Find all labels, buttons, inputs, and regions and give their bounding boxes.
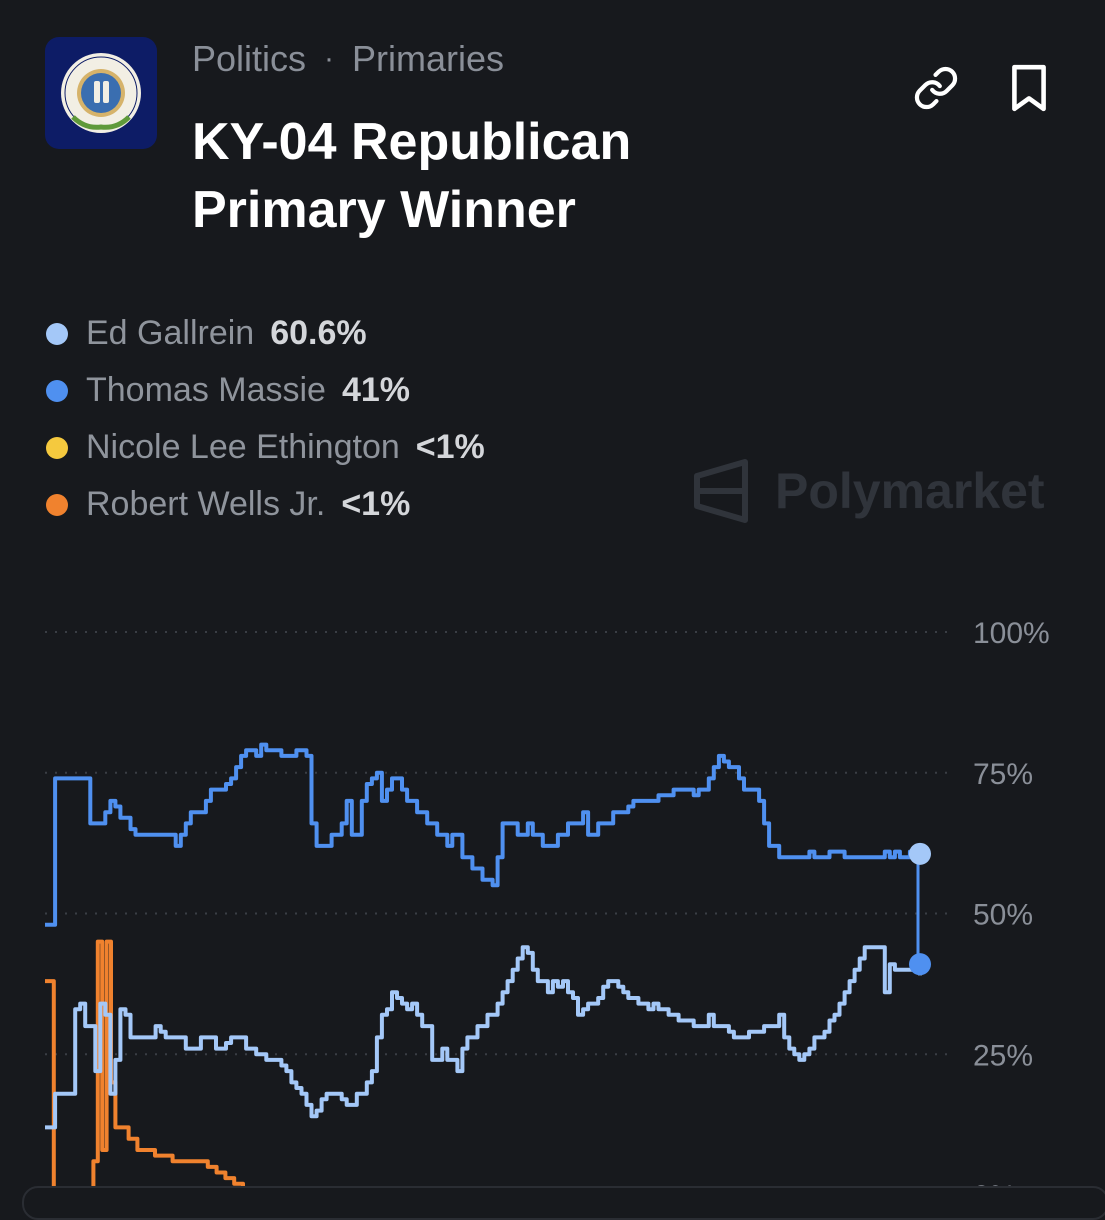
legend-name: Ed Gallrein xyxy=(86,314,255,352)
breadcrumb-primaries[interactable]: Primaries xyxy=(352,38,505,79)
watermark-text: Polymarket xyxy=(775,463,1045,519)
bookmark-icon[interactable] xyxy=(1003,62,1055,114)
link-icon[interactable] xyxy=(910,62,962,114)
breadcrumb: Politics · Primaries xyxy=(192,38,504,80)
legend-value: <1% xyxy=(341,485,411,523)
y-tick-label: 75% xyxy=(973,758,1033,791)
breadcrumb-separator: · xyxy=(324,42,335,75)
series-color-dot xyxy=(46,322,68,345)
series-color-dot xyxy=(46,493,68,516)
breadcrumb-politics[interactable]: Politics xyxy=(192,38,307,79)
chart-series xyxy=(45,742,931,1197)
polymarket-logo-icon xyxy=(694,459,748,523)
legend-value: <1% xyxy=(415,428,485,466)
series-color-dot xyxy=(46,379,68,402)
series-endpoint-marker xyxy=(909,842,931,865)
chart-legend: Ed Gallrein 60.6% Thomas Massie 41% Nico… xyxy=(45,305,485,533)
legend-name: Thomas Massie xyxy=(86,371,326,409)
y-tick-label: 100% xyxy=(973,617,1050,650)
market-title: KY-04 Republican Primary Winner xyxy=(192,113,632,239)
legend-item-ed-gallrein[interactable]: Ed Gallrein 60.6% xyxy=(45,305,485,362)
legend-name: Robert Wells Jr. xyxy=(86,485,326,523)
y-axis-ticks: 100%75%50%25%0% xyxy=(973,617,1050,1200)
legend-value: 60.6% xyxy=(270,314,367,352)
series-line-thomas-massie xyxy=(45,742,920,927)
legend-item-nicole-lee-ethington[interactable]: Nicole Lee Ethington <1% xyxy=(45,419,485,476)
legend-item-thomas-massie[interactable]: Thomas Massie 41% xyxy=(45,362,485,419)
legend-name: Nicole Lee Ethington xyxy=(86,428,400,466)
bottom-sheet-handle xyxy=(22,1186,1105,1220)
series-color-dot xyxy=(46,436,68,459)
y-tick-label: 50% xyxy=(973,899,1033,932)
kentucky-seal-icon xyxy=(45,37,157,149)
polymarket-watermark: Polymarket xyxy=(693,458,1045,524)
series-line-ed-gallrein xyxy=(45,945,922,1130)
y-tick-label: 25% xyxy=(973,1039,1033,1072)
legend-value: 41% xyxy=(341,371,411,409)
price-history-chart: 100%75%50%25%0% xyxy=(45,617,1050,1200)
legend-item-robert-wells-jr[interactable]: Robert Wells Jr. <1% xyxy=(45,476,485,533)
chart-grid xyxy=(45,631,948,1196)
series-endpoint-marker xyxy=(909,953,931,976)
series-line-robert-wells-jr xyxy=(45,939,265,1197)
